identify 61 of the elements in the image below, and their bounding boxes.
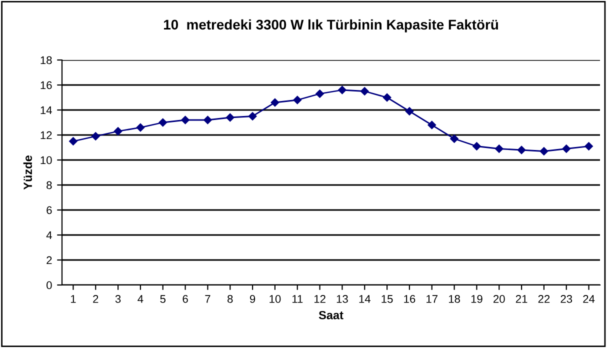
- y-tick-label: 12: [40, 131, 52, 140]
- chart-title: 10 metredeki 3300 W lık Türbinin Kapasite Faktörü: [164, 19, 498, 32]
- x-tick-label: 5: [160, 295, 166, 303]
- x-tick-label: 22: [538, 295, 550, 303]
- point: [562, 144, 571, 153]
- point: [226, 113, 234, 122]
- y-tick-label: 10: [40, 156, 52, 164]
- y-tick-label: 14: [40, 106, 52, 114]
- y-tick-label: 4: [46, 231, 52, 240]
- point: [114, 127, 122, 136]
- x-tick-label: 2: [93, 295, 98, 303]
- point: [540, 147, 548, 156]
- y-axis-title: Yüzde: [23, 156, 32, 190]
- point: [584, 142, 593, 150]
- x-tick-label: 19: [471, 295, 482, 303]
- point: [91, 132, 100, 140]
- x-tick-label: 7: [205, 295, 210, 303]
- point: [360, 87, 369, 96]
- x-axis-title: Saat: [318, 310, 344, 320]
- point: [158, 118, 168, 127]
- point: [293, 96, 302, 104]
- point: [316, 90, 324, 98]
- x-tick-label: 3: [115, 295, 121, 303]
- x-tick-label: 21: [516, 295, 528, 303]
- point: [382, 93, 392, 102]
- point: [450, 134, 458, 143]
- x-tick-label: 15: [382, 295, 393, 303]
- y-tick-label: 0: [46, 281, 52, 290]
- x-tick-label: 9: [250, 295, 256, 303]
- y-tick-label: 16: [40, 81, 52, 90]
- point: [181, 116, 190, 124]
- x-tick-label: 17: [426, 295, 438, 303]
- y-tick-label: 18: [40, 56, 52, 64]
- x-tick-label: 13: [336, 295, 348, 303]
- point: [494, 144, 504, 153]
- point: [472, 142, 481, 150]
- point: [405, 107, 414, 116]
- x-tick-label: 6: [182, 295, 188, 303]
- point: [136, 123, 145, 132]
- y-tick-label: 8: [46, 181, 52, 190]
- x-tick-label: 16: [404, 295, 416, 303]
- point: [248, 112, 257, 120]
- point: [428, 120, 436, 130]
- x-tick-label: 8: [228, 295, 233, 303]
- x-tick-label: 20: [494, 295, 505, 303]
- y-tick-label: 2: [46, 256, 52, 264]
- point: [270, 98, 280, 107]
- x-tick-label: 23: [560, 295, 572, 303]
- x-tick-label: 12: [314, 295, 326, 303]
- x-tick-label: 10: [270, 295, 281, 303]
- x-tick-label: 1: [70, 295, 76, 303]
- point: [69, 137, 78, 146]
- x-tick-label: 18: [448, 295, 460, 303]
- point: [204, 116, 212, 124]
- x-tick-label: 14: [359, 295, 370, 303]
- point: [338, 86, 346, 94]
- x-tick-label: 24: [583, 295, 595, 303]
- x-tick-label: 4: [138, 295, 144, 303]
- point: [517, 146, 526, 154]
- x-tick-label: 11: [292, 295, 303, 303]
- y-tick-label: 6: [46, 206, 52, 214]
